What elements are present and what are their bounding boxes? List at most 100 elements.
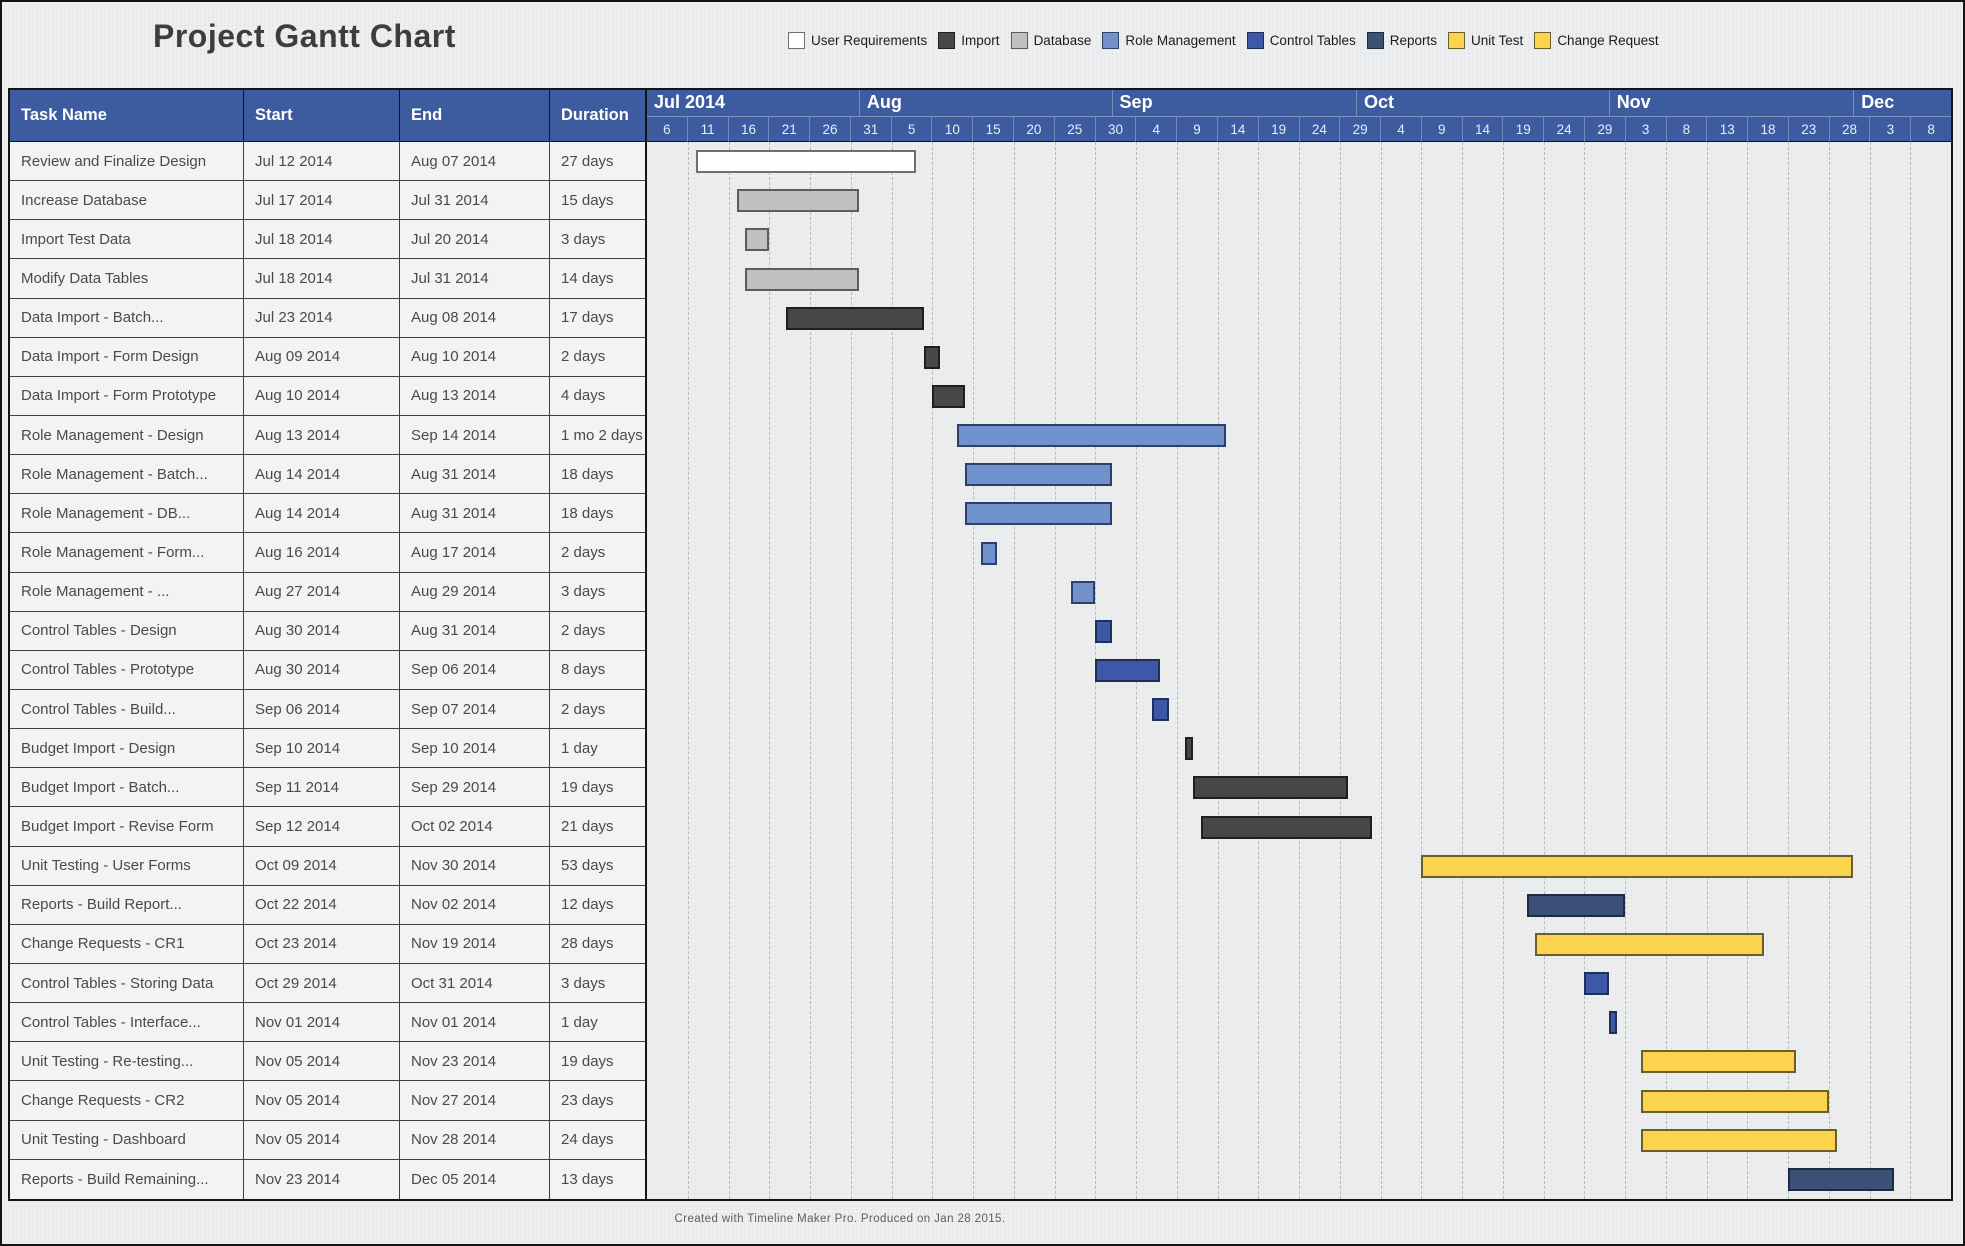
task-row[interactable]: Data Import - Form Design Aug 09 2014 Aug … [10, 337, 645, 377]
end-date-cell: Aug 31 2014 [400, 494, 550, 534]
legend-item: Reports [1366, 31, 1438, 49]
gantt-bar[interactable] [744, 267, 859, 291]
task-table-header: Task Name Start End Duration [10, 90, 645, 142]
task-name-cell: Budget Import - Revise Form [10, 807, 244, 847]
gantt-bar[interactable] [981, 541, 998, 565]
legend-swatch-icon [1102, 31, 1120, 49]
legend-label: Reports [1389, 32, 1438, 48]
task-row[interactable]: Data Import - Batch... Jul 23 2014 Aug 08 … [10, 298, 645, 338]
task-row[interactable]: Unit Testing - Dashboard Nov 05 2014 Nov 2… [10, 1120, 645, 1160]
task-row[interactable]: Reports - Build Report... Oct 22 2014 Nov … [10, 885, 645, 925]
duration-cell: 8 days [550, 651, 645, 690]
gantt-bar[interactable] [956, 424, 1226, 448]
gantt-bar[interactable] [1584, 972, 1609, 996]
timeline-day-tick: 4 [1380, 117, 1421, 142]
legend-item: Control Tables [1246, 31, 1356, 49]
duration-cell: 18 days [550, 494, 645, 534]
gantt-bar[interactable] [1535, 933, 1764, 957]
task-name-cell: Data Import - Form Prototype [10, 376, 244, 416]
task-row[interactable]: Increase Database Jul 17 2014 Jul 31 2014 1… [10, 181, 645, 221]
timeline-day-tick: 15 [972, 117, 1013, 142]
gridline [1665, 142, 1667, 1199]
task-row[interactable]: Unit Testing - User Forms Oct 09 2014 Nov … [10, 846, 645, 886]
legend-label: Role Management [1125, 32, 1236, 48]
task-row[interactable]: Control Tables - Prototype Aug 30 2014 Sep… [10, 650, 645, 690]
gantt-bar[interactable] [736, 189, 859, 213]
timeline-day-tick: 24 [1543, 117, 1584, 142]
task-row[interactable]: Import Test Data Jul 18 2014 Jul 20 2014 3 … [10, 220, 645, 260]
timeline-day-tick: 28 [1828, 117, 1870, 142]
gridline [1258, 142, 1260, 1199]
task-row[interactable]: Control Tables - Interface... Nov 01 2014… [10, 1003, 645, 1043]
task-row[interactable]: Budget Import - Batch... Sep 11 2014 Sep 2… [10, 768, 645, 808]
end-date-cell: Aug 08 2014 [400, 298, 550, 338]
task-row[interactable]: Control Tables - Storing Data Oct 29 2014… [10, 963, 645, 1004]
gridline [687, 142, 689, 1199]
end-date-cell: Nov 23 2014 [400, 1042, 550, 1082]
task-row[interactable]: Control Tables - Build... Sep 06 2014 Sep … [10, 689, 645, 730]
end-date-cell: Nov 02 2014 [400, 885, 550, 925]
end-date-cell: Sep 29 2014 [400, 768, 550, 808]
start-date-cell: Aug 14 2014 [244, 455, 400, 495]
gantt-bar[interactable] [1608, 1011, 1617, 1035]
gantt-bar[interactable] [1641, 1128, 1837, 1152]
gridline [1543, 142, 1545, 1199]
gantt-bar[interactable] [1070, 580, 1096, 604]
task-row[interactable]: Budget Import - Design Sep 10 2014 Sep 10 … [10, 729, 645, 769]
gantt-bar[interactable] [1184, 737, 1194, 761]
gantt-bar[interactable] [1421, 854, 1854, 878]
gridline [810, 142, 811, 1199]
task-row[interactable]: Data Import - Form Prototype Aug 10 2014 A… [10, 376, 645, 416]
task-row[interactable]: Role Management - Design Aug 13 2014 Sep 1… [10, 415, 645, 456]
start-date-cell: Oct 09 2014 [244, 846, 400, 886]
task-row[interactable]: Unit Testing - Re-testing... Nov 05 2014 N… [10, 1042, 645, 1082]
start-date-cell: Aug 30 2014 [244, 611, 400, 651]
timeline-day-tick: 19 [1502, 117, 1543, 142]
legend-item: Unit Test [1448, 31, 1523, 49]
task-row[interactable]: Role Management - Form... Aug 16 2014 Aug … [10, 533, 645, 573]
gantt-bar[interactable] [1788, 1167, 1894, 1191]
gantt-bar[interactable] [695, 150, 916, 174]
gantt-bar[interactable] [932, 384, 965, 408]
task-name-cell: Unit Testing - User Forms [10, 846, 244, 886]
end-date-cell: Aug 31 2014 [400, 611, 550, 651]
duration-cell: 27 days [550, 142, 645, 182]
end-date-cell: Oct 02 2014 [400, 807, 550, 847]
task-row[interactable]: Change Requests - CR2 Nov 05 2014 Nov 27 2… [10, 1081, 645, 1121]
task-name-cell: Unit Testing - Re-testing... [10, 1042, 244, 1082]
timeline-day-tick: 26 [809, 117, 850, 142]
timeline-day-tick: 29 [1339, 117, 1380, 142]
gantt-bar[interactable] [1527, 893, 1625, 917]
task-row[interactable]: Reports - Build Remaining... Nov 23 2014 D… [10, 1159, 645, 1199]
gantt-bar[interactable] [964, 463, 1112, 487]
gantt-bar[interactable] [1095, 619, 1112, 643]
task-row[interactable]: Role Management - ... Aug 27 2014 Aug 29 2… [10, 572, 645, 612]
task-name-cell: Control Tables - Storing Data [10, 963, 244, 1004]
task-row[interactable]: Control Tables - Design Aug 30 2014 Aug 31… [10, 611, 645, 651]
page-title: Project Gantt Chart [153, 18, 456, 54]
gantt-bar[interactable] [744, 228, 770, 252]
duration-cell: 2 days [550, 612, 645, 651]
legend-swatch-icon [1366, 31, 1384, 49]
task-row[interactable]: Change Requests - CR1 Oct 23 2014 Nov 19 2… [10, 924, 645, 964]
task-row[interactable]: Modify Data Tables Jul 18 2014 Jul 31 2014… [10, 259, 645, 299]
gantt-bar[interactable] [785, 306, 925, 330]
task-row[interactable]: Role Management - Batch... Aug 14 2014 Aug… [10, 455, 645, 495]
gridline [891, 142, 893, 1199]
task-name-cell: Control Tables - Interface... [10, 1003, 244, 1043]
task-row[interactable]: Budget Import - Revise Form Sep 12 2014 Oc… [10, 807, 645, 847]
task-row[interactable]: Role Management - DB... Aug 14 2014 Aug 31… [10, 494, 645, 534]
gantt-bar[interactable] [1152, 698, 1169, 722]
gantt-bar[interactable] [1201, 815, 1373, 839]
gantt-bar[interactable] [1095, 659, 1161, 682]
gantt-bar[interactable] [1193, 776, 1348, 800]
gantt-bar[interactable] [964, 502, 1112, 526]
task-row[interactable]: Review and Finalize Design Jul 12 2014 Aug… [10, 142, 645, 182]
task-name-cell: Role Management - Design [10, 415, 244, 456]
gantt-bar[interactable] [1641, 1089, 1829, 1113]
timeline-day-tick: 14 [1216, 117, 1258, 142]
gantt-bar[interactable] [1641, 1050, 1797, 1074]
task-name-cell: Control Tables - Prototype [10, 650, 244, 690]
gantt-bar[interactable] [924, 345, 941, 369]
start-date-cell: Sep 06 2014 [244, 689, 400, 730]
